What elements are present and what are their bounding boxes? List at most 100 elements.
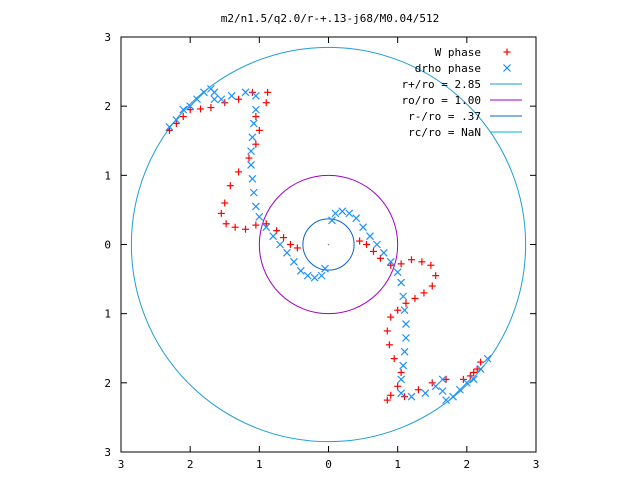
- circle-r+: [130, 46, 527, 443]
- legend-label: r+/ro = 2.85: [402, 78, 481, 91]
- y-tick-label: 1: [104, 308, 111, 321]
- data-point: [383, 327, 391, 335]
- data-point: [331, 209, 340, 218]
- y-tick-label: 3: [104, 446, 111, 459]
- data-point: [414, 386, 422, 394]
- data-point: [402, 320, 410, 328]
- data-point: [421, 389, 430, 398]
- data-point: [252, 221, 260, 229]
- data-point: [251, 202, 260, 211]
- data-point: [400, 306, 409, 315]
- data-point: [431, 382, 440, 391]
- data-point: [379, 248, 388, 257]
- data-point: [276, 240, 285, 249]
- data-point: [356, 237, 364, 245]
- data-point: [217, 95, 226, 104]
- data-point: [310, 273, 319, 282]
- data-point: [262, 223, 271, 232]
- series-w-phase: [165, 88, 485, 404]
- data-point: [418, 258, 426, 266]
- data-point: [455, 385, 464, 394]
- data-point: [289, 257, 298, 266]
- data-point: [397, 389, 406, 398]
- data-point: [264, 88, 272, 96]
- data-point: [352, 214, 361, 223]
- data-point: [222, 220, 230, 228]
- data-point: [387, 391, 395, 399]
- data-point: [476, 365, 485, 373]
- data-point: [473, 365, 481, 373]
- data-point: [252, 140, 260, 148]
- data-point: [407, 392, 416, 401]
- data-point: [255, 212, 264, 221]
- x-tick-label: 1: [256, 458, 263, 471]
- y-tick-label: 2: [104, 377, 111, 390]
- data-point: [428, 282, 436, 290]
- data-point: [438, 387, 447, 396]
- data-point: [283, 248, 291, 257]
- x-tick-label: 3: [118, 458, 125, 471]
- data-point: [317, 271, 326, 280]
- data-point: [226, 182, 234, 190]
- data-point: [280, 234, 288, 242]
- data-point: [442, 375, 450, 383]
- data-point: [197, 105, 205, 113]
- data-point: [165, 122, 174, 131]
- data-point: [369, 247, 377, 255]
- data-point: [366, 232, 374, 241]
- data-point: [207, 104, 215, 112]
- x-tick-label: 1: [394, 458, 401, 471]
- x-tick-label: 0: [325, 458, 332, 471]
- x-tick-label: 2: [187, 458, 194, 471]
- data-point: [286, 241, 294, 248]
- data-point: [172, 116, 181, 124]
- data-point: [221, 199, 229, 207]
- data-point: [235, 95, 243, 103]
- data-point: [186, 106, 194, 114]
- data-series: [165, 84, 492, 405]
- data-point: [363, 241, 371, 248]
- data-point: [442, 396, 451, 405]
- data-point: [303, 271, 312, 280]
- data-point: [217, 209, 225, 217]
- legend-marker-swatch: [503, 48, 511, 56]
- data-point: [251, 91, 260, 100]
- legend: W phase drho phase r+/ro = 2.85 ro/ro = 1.0…: [402, 46, 522, 139]
- data-point: [400, 347, 409, 356]
- data-point: [293, 244, 301, 252]
- data-point: [469, 375, 478, 384]
- data-point: [372, 240, 381, 249]
- data-point: [402, 333, 410, 342]
- legend-label: W phase: [435, 46, 481, 59]
- data-point: [247, 161, 255, 169]
- data-point: [397, 368, 405, 376]
- legend-marker-swatch: [503, 64, 511, 72]
- data-point: [394, 306, 402, 314]
- data-point: [249, 188, 258, 197]
- data-point: [241, 88, 250, 97]
- circle-ro: [258, 174, 399, 315]
- data-point: [328, 216, 336, 225]
- data-point: [394, 382, 402, 390]
- data-point: [179, 113, 187, 121]
- data-point: [247, 147, 255, 156]
- data-point: [235, 168, 243, 176]
- legend-label: drho phase: [415, 62, 481, 75]
- data-point: [249, 119, 258, 128]
- y-axis-ticks: 3 2 1 0 1 2 3: [104, 31, 536, 459]
- data-point: [397, 375, 406, 384]
- data-point: [206, 84, 215, 93]
- data-point: [420, 289, 428, 297]
- x-tick-label: 3: [533, 458, 540, 471]
- data-point: [483, 354, 492, 363]
- y-tick-label: 2: [104, 100, 111, 113]
- origin-dot: [327, 243, 330, 246]
- data-point: [477, 358, 485, 366]
- data-point: [296, 266, 305, 275]
- data-point: [387, 313, 395, 321]
- data-point: [231, 223, 239, 231]
- data-point: [186, 102, 195, 111]
- reference-circles: [130, 46, 527, 443]
- data-point: [338, 207, 347, 216]
- data-point: [427, 261, 435, 269]
